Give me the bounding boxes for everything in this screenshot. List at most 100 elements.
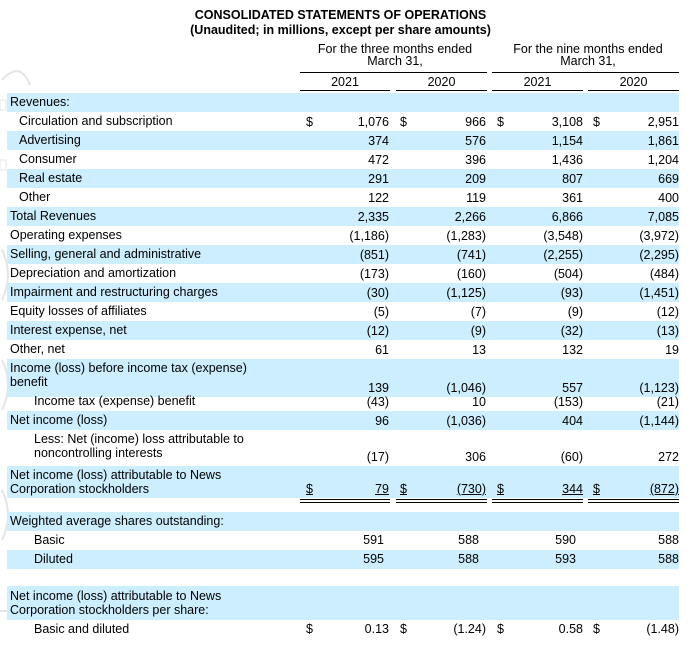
value-cell: 591	[363, 533, 384, 547]
table-row: Other, net	[7, 340, 679, 359]
value-cell: (1,283)	[446, 229, 486, 243]
value-cell: 10	[472, 395, 486, 409]
table-row: Depreciation and amortization	[7, 264, 679, 283]
value-cell: 1,861	[647, 134, 679, 148]
table-row: Operating expenses	[7, 226, 679, 245]
shares-heading: Weighted average shares outstanding:	[10, 514, 224, 528]
year-rule	[300, 90, 390, 91]
total-double-rule	[396, 499, 487, 503]
value-cell: (1,046)	[446, 381, 486, 395]
row-label-line1: Income (loss) before income tax (expense…	[10, 361, 247, 375]
value-cell: (9)	[567, 305, 583, 319]
statement-title: CONSOLIDATED STATEMENTS OF OPERATIONS	[194, 8, 487, 22]
value-cell: (484)	[649, 267, 679, 281]
value-cell: 2,951	[647, 115, 679, 129]
value-cell: (17)	[366, 450, 389, 464]
value-cell: 7,085	[647, 210, 679, 224]
nine-months-header-line2: March 31,	[560, 54, 616, 68]
currency-symbol: $	[593, 482, 600, 496]
year-header-3m-2020: 2020	[427, 75, 456, 89]
value-cell: 209	[465, 172, 486, 186]
table-row: Other	[7, 188, 679, 207]
currency-symbol: $	[497, 115, 504, 129]
value-cell: 588	[658, 552, 679, 566]
year-header-9m-2020: 2020	[619, 75, 648, 89]
table-row: Advertising	[7, 131, 679, 150]
table-row: Less: Net (income) loss attributable to n…	[7, 430, 679, 466]
value-cell: 132	[562, 343, 583, 357]
value-cell: 588	[658, 533, 679, 547]
table-row: Basic	[7, 531, 679, 550]
year-rule	[588, 90, 679, 91]
currency-symbol: $	[400, 115, 407, 129]
table-row: Impairment and restructuring charges	[7, 283, 679, 302]
row-label: Depreciation and amortization	[10, 266, 177, 280]
row-label: Impairment and restructuring charges	[10, 285, 218, 299]
value-cell: 588	[458, 552, 479, 566]
value-cell: (2,295)	[639, 248, 679, 262]
value-cell: 590	[555, 533, 576, 547]
row-label-line2: noncontrolling interests	[34, 446, 163, 460]
three-months-header: For the three months ended March 31,	[300, 43, 490, 68]
value-cell: (1,144)	[639, 414, 679, 428]
table-row: Income (loss) before income tax (expense…	[7, 359, 679, 397]
table-row: Equity losses of affiliates	[7, 302, 679, 321]
currency-symbol: $	[593, 622, 600, 636]
currency-symbol: $	[497, 482, 504, 496]
row-label-line1: Net income (loss) attributable to News	[10, 468, 222, 482]
value-cell: (504)	[553, 267, 583, 281]
value-cell: 588	[458, 533, 479, 547]
value-cell: (12)	[366, 324, 389, 338]
value-cell: 1,076	[357, 115, 389, 129]
row-label: Equity losses of affiliates	[10, 304, 147, 318]
total-double-rule	[300, 499, 390, 503]
row-label: Basic	[34, 533, 65, 547]
value-cell: 1,436	[551, 153, 583, 167]
currency-symbol: $	[593, 115, 600, 129]
value-cell: 400	[658, 191, 679, 205]
value-cell: (30)	[366, 286, 389, 300]
value-cell: (741)	[456, 248, 486, 262]
value-cell: (872)	[649, 482, 679, 496]
row-label-line2: Corporation stockholders	[10, 482, 149, 496]
value-cell: (1.48)	[646, 622, 679, 636]
currency-symbol: $	[306, 622, 313, 636]
row-label: Income tax (expense) benefit	[34, 394, 196, 408]
value-cell: (12)	[656, 305, 679, 319]
row-label: Revenues:	[10, 95, 70, 109]
value-cell: 6,866	[551, 210, 583, 224]
value-cell: 79	[375, 482, 389, 496]
value-cell: (1,451)	[639, 286, 679, 300]
year-header-3m-2021: 2021	[331, 75, 359, 89]
year-rule	[492, 90, 583, 91]
year-rule	[396, 90, 487, 91]
value-cell: 344	[562, 482, 583, 496]
value-cell: 19	[665, 343, 679, 357]
value-cell: 306	[465, 450, 486, 464]
value-cell: 2,335	[357, 210, 389, 224]
row-label: Other	[19, 190, 51, 204]
value-cell: (730)	[456, 482, 486, 496]
value-cell: 1,154	[551, 134, 583, 148]
value-cell: 472	[368, 153, 389, 167]
three-months-header-line2: March 31,	[367, 54, 423, 68]
value-cell: (1,123)	[639, 381, 679, 395]
table-row: Basic and diluted	[7, 620, 679, 639]
table-row: Income tax (expense) benefit	[7, 392, 679, 411]
value-cell: 272	[658, 450, 679, 464]
value-cell: (153)	[553, 395, 583, 409]
value-cell: (3,972)	[639, 229, 679, 243]
row-label: Basic and diluted	[34, 622, 130, 636]
value-cell: (43)	[366, 395, 389, 409]
table-row: Net income (loss) attributable to News Co…	[7, 466, 679, 498]
value-cell: 404	[562, 414, 583, 428]
statement-subtitle: (Unaudited; in millions, except per shar…	[190, 23, 491, 37]
value-cell: 96	[375, 414, 389, 428]
value-cell: 669	[658, 172, 679, 186]
value-cell: 396	[465, 153, 486, 167]
currency-symbol: $	[400, 482, 407, 496]
value-cell: 2,266	[454, 210, 486, 224]
value-cell: 374	[368, 134, 389, 148]
value-cell: 966	[465, 115, 486, 129]
value-cell: (160)	[456, 267, 486, 281]
